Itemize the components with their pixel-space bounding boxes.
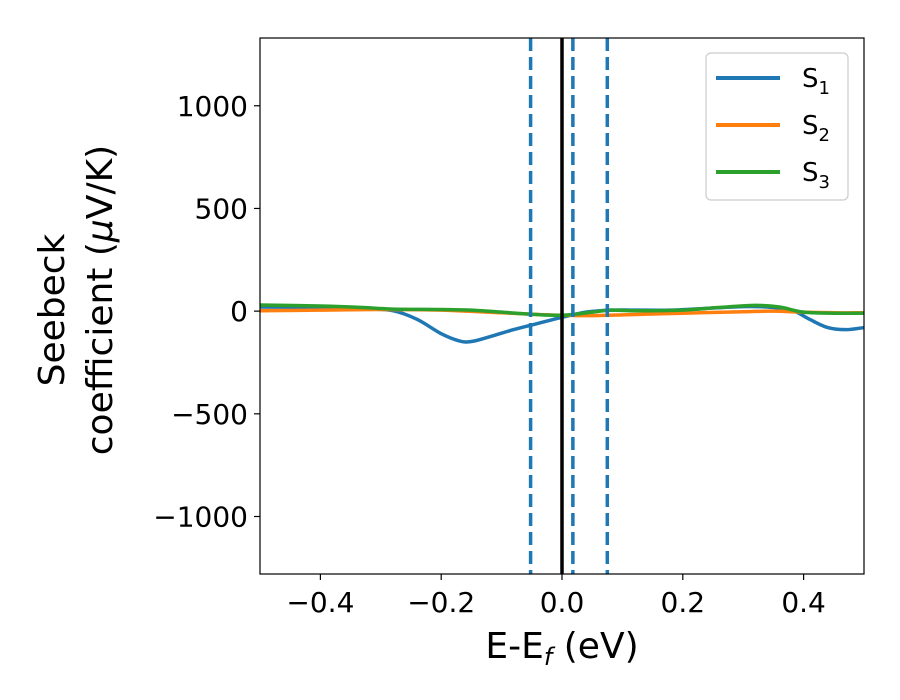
y-axis-title-line2-pre: coefficient ( <box>80 242 121 455</box>
y-axis-title-line2-post: V/K) <box>80 145 121 219</box>
y-axis-title-line1: Seebeck <box>32 233 73 386</box>
x-tick-label: −0.2 <box>407 586 475 619</box>
y-axis-title: Seebeck coefficient (μV/K) <box>32 145 121 455</box>
y-tick-label: 0 <box>230 295 248 328</box>
legend-label-s1: S1 <box>802 64 830 99</box>
y-axis-title-line2: coefficient (μV/K) <box>80 145 121 455</box>
y-tick-label: 1000 <box>177 90 248 123</box>
x-ticks: −0.4 −0.2 0.0 0.2 0.4 <box>286 574 826 619</box>
x-tick-label: −0.4 <box>286 586 354 619</box>
y-tick-label: −1000 <box>153 500 248 533</box>
legend-entries: S1 S2 S3 <box>716 64 830 193</box>
x-tick-label: 0.0 <box>540 586 585 619</box>
y-axis-title-mu: μ <box>80 219 121 243</box>
y-ticks: 1000 500 0 −500 −1000 <box>153 90 260 533</box>
x-tick-label: 0.2 <box>661 586 706 619</box>
legend: S1 S2 S3 <box>705 52 849 201</box>
y-tick-label: −500 <box>171 398 248 431</box>
legend-label-s2: S2 <box>802 111 830 146</box>
series-line-s3 <box>260 303 864 318</box>
x-axis-title-unit: (eV) <box>552 626 638 667</box>
legend-label-s3: S3 <box>802 158 830 193</box>
x-axis-title-main: E-E <box>485 626 543 667</box>
x-tick-label: 0.4 <box>781 586 826 619</box>
y-tick-label: 500 <box>195 192 248 225</box>
vline-layer <box>528 38 610 574</box>
x-axis-title: E-Ef (eV) <box>485 626 638 671</box>
plot-area: −0.4 −0.2 0.0 0.2 0.4 1000 500 0 −500 −1000 <box>153 37 865 619</box>
